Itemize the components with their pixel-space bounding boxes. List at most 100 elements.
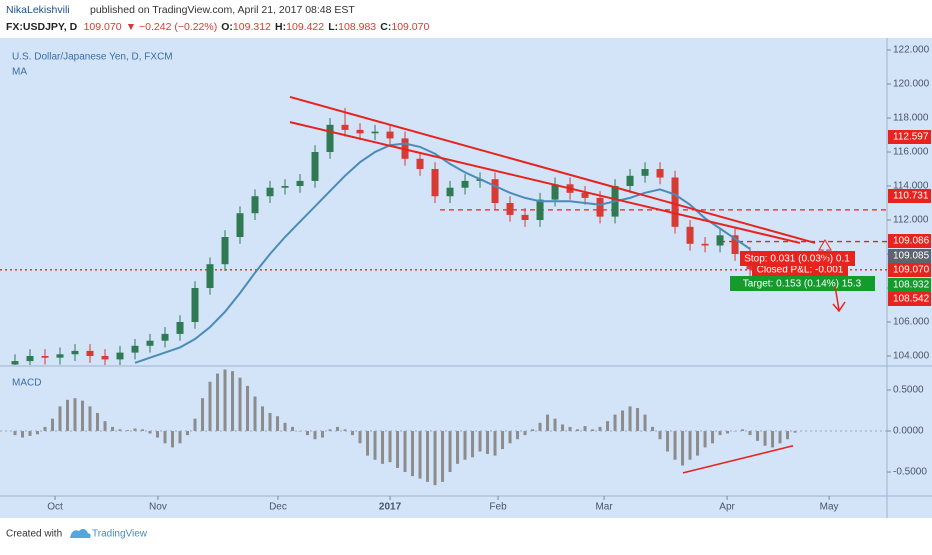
macd-bar	[508, 431, 512, 444]
candle-body	[191, 287, 199, 322]
macd-bar	[486, 431, 490, 454]
macd-bar	[703, 431, 707, 448]
macd-bar	[396, 431, 400, 468]
macd-bar	[613, 414, 617, 431]
candle-body	[221, 237, 229, 265]
price-label-box	[888, 130, 931, 144]
closed-pnl: Closed P&L: -0.001	[757, 265, 844, 276]
macd-bar	[441, 431, 445, 482]
y-tick-label: 104.000	[893, 351, 930, 362]
candle-body	[491, 179, 499, 204]
macd-bar	[351, 431, 355, 436]
ohlc-value: 109.070	[391, 21, 429, 33]
macd-bar	[658, 431, 662, 440]
candle-body	[671, 177, 679, 227]
macd-bar	[178, 431, 182, 444]
trendline	[289, 95, 816, 244]
price-label: 109.085	[893, 251, 930, 262]
macd-bar	[111, 426, 115, 431]
macd-bar	[388, 431, 392, 463]
macd-bar	[426, 431, 430, 482]
macd-bar	[118, 429, 122, 431]
x-tick-label: Nov	[149, 502, 167, 513]
macd-bar	[201, 398, 205, 431]
y-tick-label: 116.000	[893, 147, 929, 158]
macd-bar	[636, 408, 640, 431]
candle-body	[56, 354, 64, 358]
price-label-box	[888, 234, 931, 248]
author: NikaLekishvili	[6, 4, 70, 16]
macd-bar	[156, 431, 160, 438]
candle-body	[266, 187, 274, 197]
ohlc-values: O: 109.312 H: 109.422 L: 108.983 C: 109.070	[221, 21, 429, 33]
macd-bar	[681, 431, 685, 466]
candle-body	[596, 197, 604, 217]
x-tick-label: Apr	[719, 502, 735, 513]
candle-body	[716, 235, 724, 246]
price-label-box	[888, 263, 931, 277]
price-label-box	[888, 249, 931, 263]
macd-bar	[471, 431, 475, 458]
macd-bar	[418, 431, 422, 479]
macd-bar	[141, 429, 145, 431]
macd-y-tick-label: -0.5000	[893, 467, 927, 478]
macd-bar	[366, 431, 370, 456]
macd-bar	[223, 369, 227, 431]
macd-bar	[306, 431, 310, 436]
macd-bar	[208, 381, 212, 431]
macd-bar	[28, 431, 32, 436]
macd-bar	[478, 431, 482, 452]
price-label-box	[888, 278, 931, 292]
macd-trendline	[682, 445, 794, 474]
ohlc-key: O:	[221, 21, 233, 33]
macd-bar	[36, 431, 40, 435]
macd-bar	[268, 412, 272, 431]
candle-body	[206, 264, 214, 288]
footer-created: Created with	[6, 529, 62, 540]
ohlc-key: H:	[275, 21, 286, 33]
macd-bar	[583, 426, 587, 431]
y-tick-label: 122.000	[893, 45, 930, 56]
macd-bar	[126, 430, 130, 431]
macd-bar	[216, 373, 220, 431]
plot-layer: 104.000106.000108.000110.000112.000114.0…	[0, 45, 931, 513]
candle-body	[686, 226, 694, 244]
macd-bar	[493, 431, 497, 456]
macd-bar	[688, 431, 692, 460]
candle-body	[641, 169, 649, 176]
closed-box	[752, 264, 848, 276]
last-price: 109.070	[84, 21, 122, 33]
candle-body	[326, 124, 334, 153]
price-label-box	[888, 292, 931, 306]
symbol: FX:USDJPY, D	[6, 21, 78, 33]
macd-bar	[456, 431, 460, 464]
macd-bar	[73, 398, 77, 431]
candle-body	[731, 235, 739, 255]
macd-bar	[43, 426, 47, 431]
macd-bar	[381, 431, 385, 464]
macd-bar	[741, 429, 745, 431]
macd-bar	[666, 431, 670, 452]
candle-body	[161, 333, 169, 341]
macd-bar	[51, 418, 55, 431]
candle-body	[26, 355, 34, 362]
macd-bar	[343, 429, 347, 431]
x-tick-label: Feb	[489, 502, 507, 513]
candle-body	[251, 196, 259, 214]
candle-body	[416, 158, 424, 170]
macd-bar	[621, 410, 625, 431]
macd-bar	[133, 428, 137, 431]
x-tick-label: May	[820, 502, 839, 513]
macd-bar	[501, 431, 505, 450]
candle-body	[101, 355, 109, 360]
footer-brand[interactable]: TradingView	[92, 529, 148, 540]
price-label: 112.597	[893, 132, 929, 143]
price-label: 109.086	[893, 236, 930, 247]
macd-y-tick-label: 0.5000	[893, 385, 924, 396]
macd-bar	[163, 431, 167, 444]
trendline	[289, 121, 801, 244]
candle-body	[341, 124, 349, 130]
chart-title: U.S. Dollar/Japanese Yen, D, FXCM	[12, 52, 173, 63]
macd-bar	[546, 414, 550, 431]
